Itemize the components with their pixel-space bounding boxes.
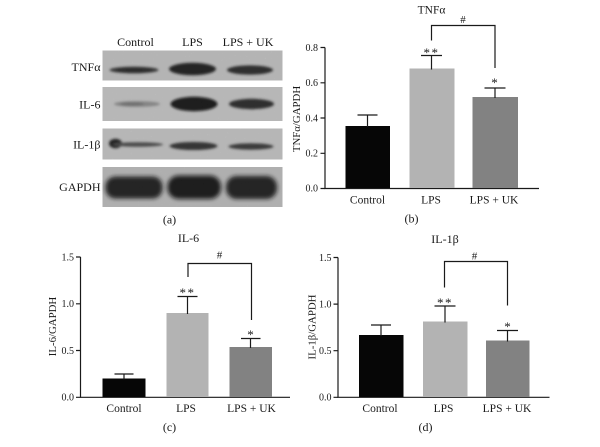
svg-text:0.0: 0.0	[62, 393, 75, 404]
svg-text:TNFα/GAPDH: TNFα/GAPDH	[291, 86, 303, 152]
svg-text:(d): (d)	[419, 420, 433, 434]
svg-text:Control: Control	[106, 403, 141, 415]
svg-text:TNFα: TNFα	[418, 5, 446, 17]
svg-text:LPS: LPS	[434, 403, 454, 415]
svg-text:0.0: 0.0	[306, 184, 319, 195]
svg-text:LPS + UK: LPS + UK	[223, 35, 274, 49]
svg-text:1.0: 1.0	[62, 299, 75, 310]
svg-text:*: *	[504, 319, 511, 334]
svg-text:Control: Control	[362, 403, 397, 415]
svg-text:0.0: 0.0	[319, 393, 332, 404]
svg-text:IL-6: IL-6	[79, 98, 100, 112]
svg-text:LPS + UK: LPS + UK	[470, 195, 519, 207]
svg-text:1.5: 1.5	[62, 253, 75, 264]
svg-text:(c): (c)	[163, 420, 176, 434]
svg-text:LPS: LPS	[421, 195, 441, 207]
svg-text:0.5: 0.5	[62, 346, 75, 357]
svg-text:1.5: 1.5	[319, 253, 332, 264]
svg-text:0.6: 0.6	[306, 78, 319, 89]
svg-text:0.2: 0.2	[306, 148, 319, 159]
svg-text:(a): (a)	[163, 213, 176, 227]
svg-text:0.4: 0.4	[306, 113, 319, 124]
svg-text:#: #	[217, 250, 223, 262]
svg-text:Control: Control	[350, 195, 385, 207]
svg-text:*: *	[247, 327, 254, 342]
svg-text:IL-6/GAPDH: IL-6/GAPDH	[47, 297, 59, 357]
svg-text:IL-1β/GAPDH: IL-1β/GAPDH	[307, 294, 319, 359]
svg-text:#: #	[460, 14, 466, 26]
svg-text:(b): (b)	[405, 212, 419, 226]
svg-text:IL-1β: IL-1β	[431, 232, 458, 246]
svg-text:**: **	[180, 285, 196, 300]
svg-text:Control: Control	[117, 35, 154, 49]
svg-text:0.5: 0.5	[319, 346, 332, 357]
svg-text:1.0: 1.0	[319, 300, 332, 311]
svg-text:GAPDH: GAPDH	[59, 180, 101, 194]
svg-text:LPS: LPS	[176, 403, 196, 415]
svg-text:*: *	[491, 75, 498, 90]
svg-text:IL-1β: IL-1β	[73, 138, 100, 152]
svg-text:LPS + UK: LPS + UK	[483, 403, 532, 415]
svg-text:#: #	[472, 251, 478, 263]
svg-text:IL-6: IL-6	[178, 231, 199, 245]
svg-text:LPS + UK: LPS + UK	[227, 403, 276, 415]
svg-text:LPS: LPS	[182, 35, 203, 49]
svg-text:0.8: 0.8	[306, 43, 319, 54]
svg-text:**: **	[437, 295, 453, 310]
svg-text:**: **	[424, 45, 440, 60]
svg-text:TNFα: TNFα	[72, 60, 102, 74]
